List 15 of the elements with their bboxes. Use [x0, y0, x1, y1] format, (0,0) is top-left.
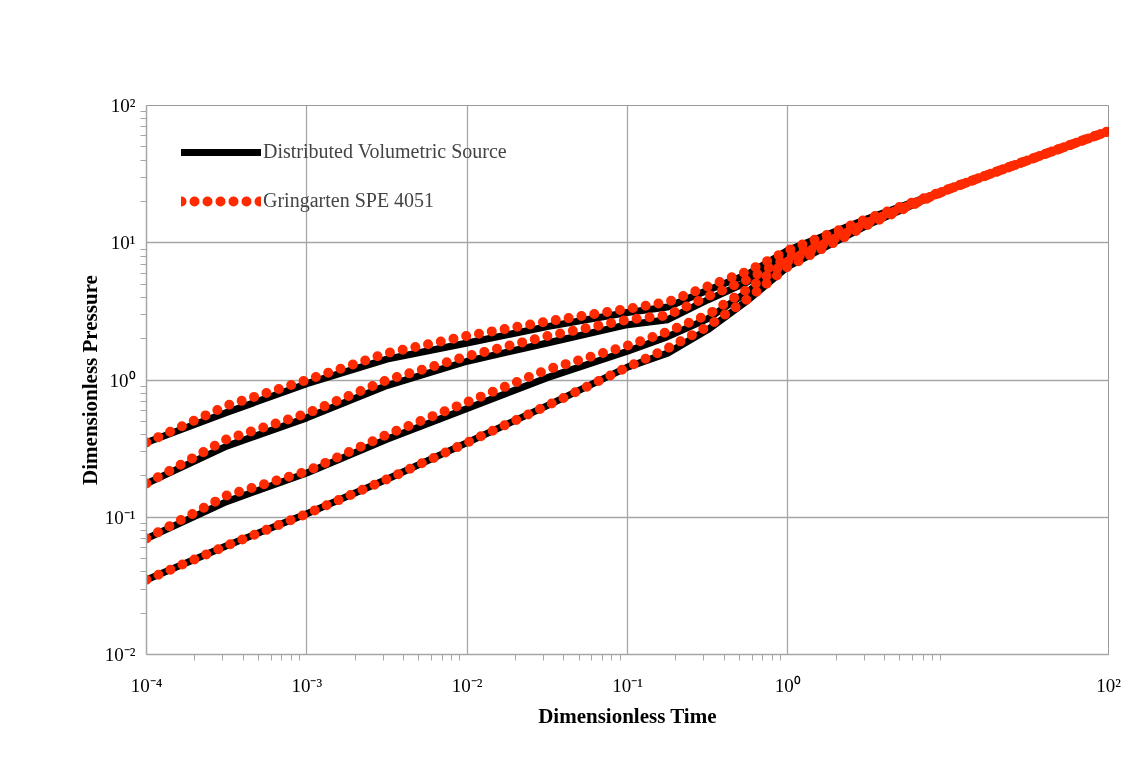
- y-tick-label: 10⁻²: [104, 644, 136, 665]
- x-tick-label: 10⁻⁴: [130, 674, 163, 696]
- y-tick-label: 10¹: [110, 232, 136, 254]
- x-tick-label: 10⁻²: [451, 674, 483, 696]
- legend-label: Gringarten SPE 4051: [263, 189, 435, 212]
- y-axis-title: Dimensionless Pressure: [77, 275, 102, 485]
- x-tick-label: 10⁻¹: [612, 674, 644, 696]
- legend-label: Distributed Volumetric Source: [263, 140, 507, 163]
- x-tick-label: 10⁻³: [291, 674, 323, 696]
- x-axis-title: Dimensionless Time: [538, 703, 717, 728]
- y-tick-label: 10⁻¹: [104, 506, 136, 528]
- x-tick-label: 10²: [1096, 674, 1122, 696]
- x-tick-label: 10⁰: [774, 674, 801, 696]
- y-tick-label: 10⁰: [109, 369, 136, 391]
- y-tick-label: 10²: [110, 95, 136, 116]
